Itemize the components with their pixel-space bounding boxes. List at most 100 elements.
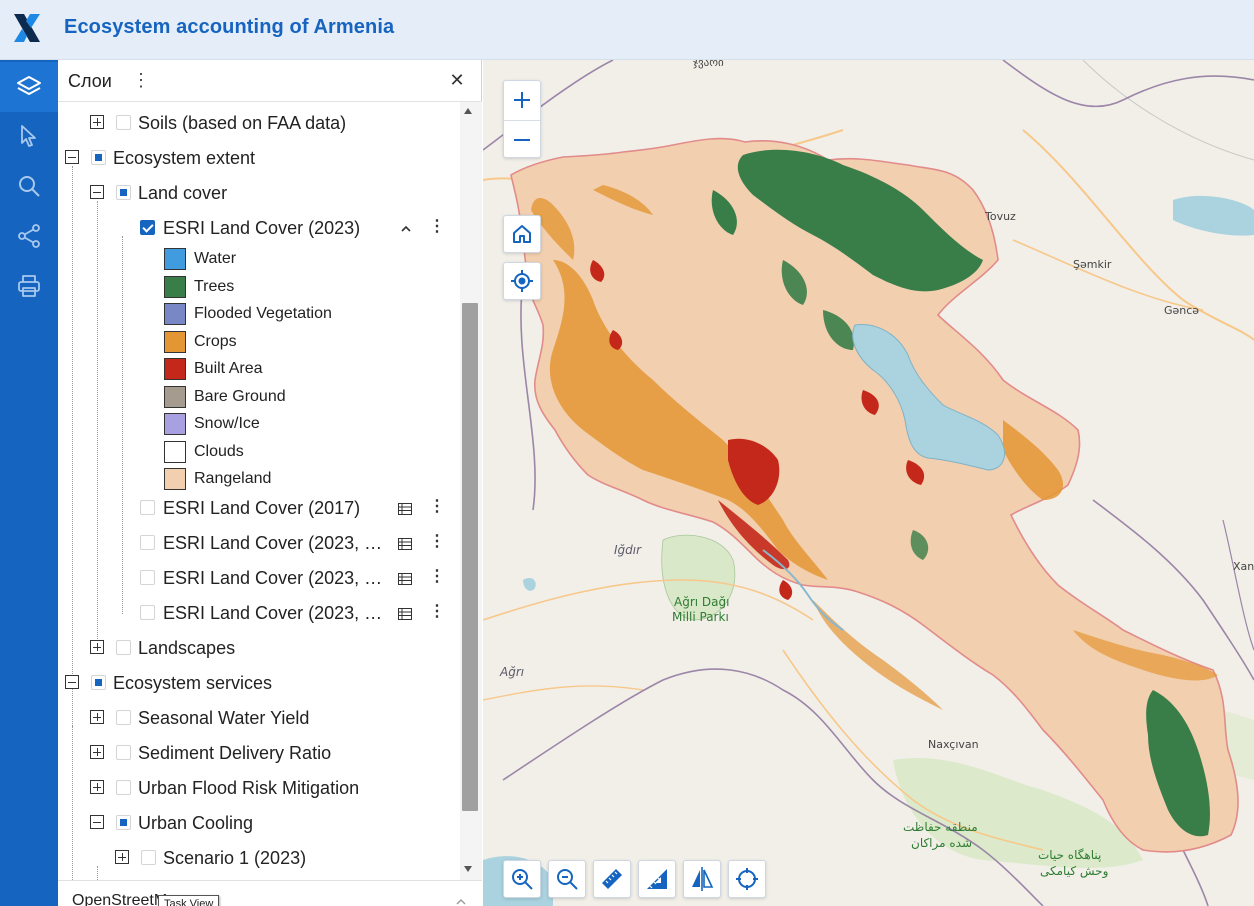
table-icon[interactable]	[398, 503, 412, 515]
layer-group-ecosystem-extent: Ecosystem extent	[58, 141, 460, 171]
layer-label[interactable]: ESRI Land Cover (2023, vegetation)	[163, 533, 389, 553]
layer-menu-icon[interactable]: ⋮	[429, 603, 445, 620]
map-label: Şəmkir	[1073, 258, 1112, 271]
expand-icon[interactable]	[90, 745, 104, 759]
tree-guide	[122, 236, 123, 614]
layer-label[interactable]: Landscapes	[138, 638, 236, 658]
legend-label: Water	[194, 250, 237, 267]
layer-checkbox[interactable]	[116, 640, 131, 655]
layer-checkbox[interactable]	[91, 150, 106, 165]
zoom-in-button[interactable]	[504, 81, 540, 119]
measure-area-button[interactable]	[638, 860, 676, 898]
layer-menu-icon[interactable]: ⋮	[429, 218, 445, 235]
layer-label[interactable]: Seasonal Water Yield	[138, 708, 310, 728]
layer-label[interactable]: Urban Flood Risk Mitigation	[138, 778, 360, 798]
layer-checkbox[interactable]	[140, 570, 155, 585]
table-icon[interactable]	[398, 538, 412, 550]
table-icon[interactable]	[398, 608, 412, 620]
layer-checkbox[interactable]	[140, 535, 155, 550]
legend-item: Water	[164, 248, 404, 274]
layer-menu-icon[interactable]: ⋮	[429, 498, 445, 515]
search-icon	[19, 176, 40, 197]
layer-checkbox[interactable]	[140, 605, 155, 620]
scrollbar-thumb[interactable]	[462, 303, 478, 811]
tree-guide	[97, 201, 98, 651]
legend-label: Rangeland	[194, 470, 272, 487]
layer-row-sediment-delivery: Sediment Delivery Ratio	[58, 736, 460, 766]
basemap-label[interactable]: OpenStreetMap	[72, 892, 185, 906]
layer-row-urban-flood: Urban Flood Risk Mitigation	[58, 771, 460, 801]
layer-label[interactable]: Ecosystem services	[113, 673, 273, 693]
scroll-down-icon[interactable]	[464, 866, 472, 872]
layer-row-esri-2017: ESRI Land Cover (2017) ⋮	[58, 491, 460, 521]
expand-icon[interactable]	[90, 115, 104, 129]
zoom-in-box-button[interactable]	[503, 860, 541, 898]
close-icon[interactable]: ✕	[449, 70, 465, 90]
layer-checkbox[interactable]	[116, 115, 131, 130]
layers-panel: Слои ⋮ ✕ Soils (based on FAA data) Ecosy…	[58, 60, 482, 906]
zoom-out-button[interactable]	[504, 120, 540, 158]
layers-button[interactable]	[0, 62, 58, 112]
collapse-icon[interactable]	[65, 675, 79, 689]
legend-item: Flooded Vegetation	[164, 303, 404, 329]
x-logo-icon[interactable]	[12, 12, 42, 44]
map-label: Iğdır	[614, 543, 642, 557]
map-view[interactable]: ჯვარი Tovuz Şəmkir Gəncə Iğdır Ağrı Dağı…	[483, 60, 1254, 906]
layer-checkbox[interactable]	[141, 850, 156, 865]
panel-menu-icon[interactable]: ⋮	[132, 70, 150, 90]
layer-row-landscapes: Landscapes	[58, 631, 460, 661]
collapse-icon[interactable]	[65, 150, 79, 164]
expand-icon[interactable]	[90, 640, 104, 654]
layer-menu-icon[interactable]: ⋮	[429, 533, 445, 550]
table-icon[interactable]	[398, 573, 412, 585]
layer-group-urban-cooling: Urban Cooling	[58, 806, 460, 836]
measure-distance-button[interactable]	[593, 860, 631, 898]
locate-button[interactable]	[503, 262, 541, 300]
layer-checkbox[interactable]	[116, 710, 131, 725]
zoom-out-box-button[interactable]	[548, 860, 586, 898]
expand-icon[interactable]	[90, 710, 104, 724]
home-button[interactable]	[503, 215, 541, 253]
layer-checkbox[interactable]	[91, 675, 106, 690]
layer-menu-icon[interactable]: ⋮	[429, 568, 445, 585]
search-button[interactable]	[9, 166, 49, 206]
layer-label[interactable]: ESRI Land Cover (2023, crops)	[163, 603, 389, 623]
layer-checkbox[interactable]	[116, 780, 131, 795]
layer-label[interactable]: Soils (based on FAA data)	[138, 113, 347, 133]
layer-label[interactable]: Ecosystem extent	[113, 148, 256, 168]
layer-checkbox[interactable]	[116, 185, 131, 200]
swipe-compare-button[interactable]	[683, 860, 721, 898]
select-tool-button[interactable]	[9, 116, 49, 156]
scroll-up-icon[interactable]	[464, 108, 472, 114]
zoom-controls	[503, 80, 541, 158]
layer-checkbox[interactable]	[140, 500, 155, 515]
layer-label[interactable]: Scenario 1 (2023)	[163, 848, 307, 868]
expand-icon[interactable]	[90, 780, 104, 794]
map-label: Xan	[1233, 560, 1254, 573]
map-label: Naxçıvan	[928, 738, 979, 751]
ruler-icon	[602, 869, 622, 889]
legend-item: Built Area	[164, 358, 404, 384]
print-button[interactable]	[9, 266, 49, 306]
chevron-up-icon[interactable]	[454, 895, 468, 906]
layer-checkbox[interactable]	[116, 745, 131, 760]
map-label: Milli Parkı	[672, 610, 729, 624]
layer-checkbox[interactable]	[140, 220, 155, 235]
coordinates-button[interactable]	[728, 860, 766, 898]
layer-label[interactable]: ESRI Land Cover (2023)	[163, 218, 361, 238]
layer-group-ecosystem-services: Ecosystem services	[58, 666, 460, 696]
layer-label[interactable]: Urban Cooling	[138, 813, 254, 833]
collapse-icon[interactable]	[90, 815, 104, 829]
layer-checkbox[interactable]	[116, 815, 131, 830]
app-header: Ecosystem accounting of Armenia	[0, 0, 1254, 60]
layer-label[interactable]: ESRI Land Cover (2017)	[163, 498, 361, 518]
layer-label[interactable]: Land cover	[138, 183, 228, 203]
tooltip: Task View	[158, 895, 220, 906]
panel-header: Слои ⋮ ✕	[58, 60, 482, 102]
collapse-icon[interactable]	[90, 185, 104, 199]
share-button[interactable]	[9, 216, 49, 256]
chevron-up-icon[interactable]	[399, 222, 413, 236]
expand-icon[interactable]	[115, 850, 129, 864]
layer-label[interactable]: ESRI Land Cover (2023, vegetation)	[163, 568, 389, 588]
layer-label[interactable]: Sediment Delivery Ratio	[138, 743, 332, 763]
